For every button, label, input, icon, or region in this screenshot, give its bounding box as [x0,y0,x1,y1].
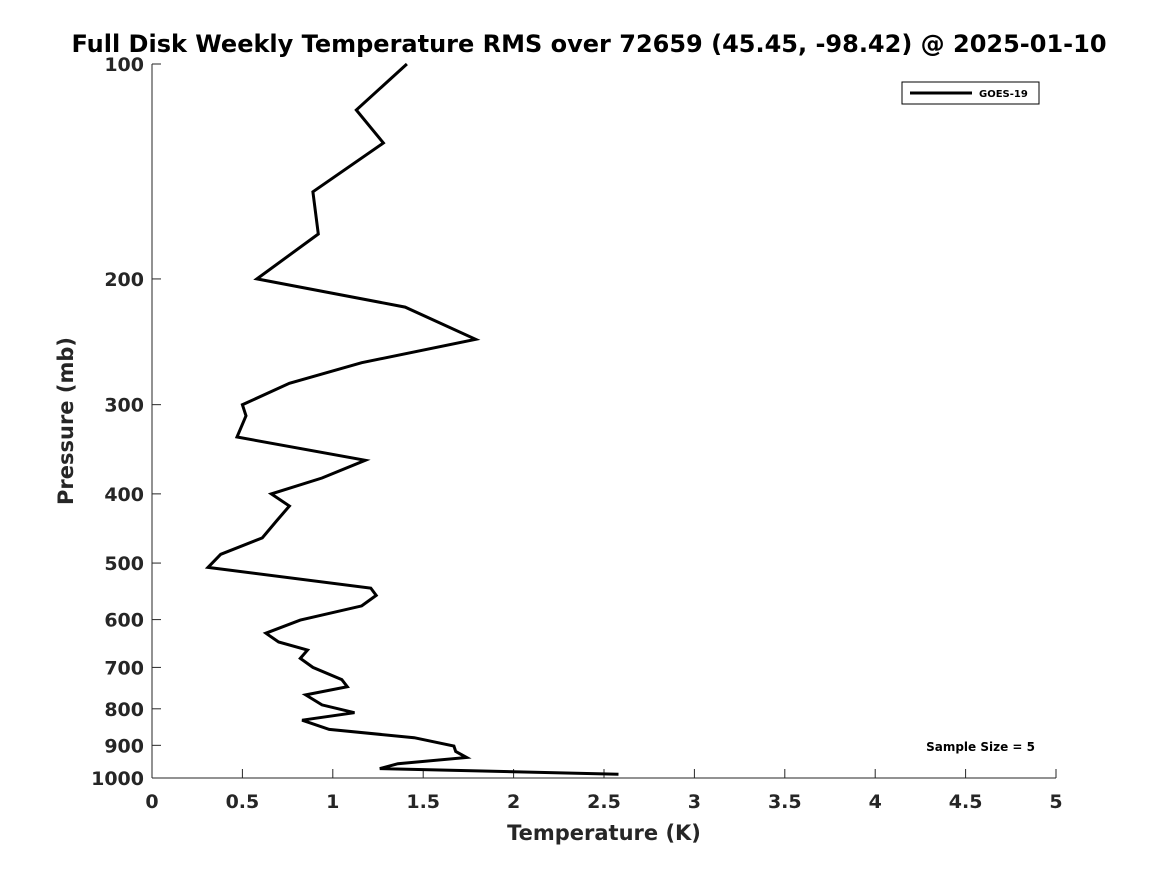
y-tick-label: 1000 [91,768,144,790]
x-tick-label: 1 [326,791,339,813]
plot-area [204,62,619,776]
x-tick-label: 4.5 [949,791,983,813]
x-tick-label: 0.5 [226,791,260,813]
y-tick-label: 400 [104,484,144,506]
x-tick-label: 5 [1049,791,1062,813]
x-axis-label: Temperature (K) [507,821,701,845]
legend-label-goes-19: GOES-19 [979,89,1028,100]
y-tick-label: 800 [104,699,144,721]
x-tick-label: 3.5 [768,791,802,813]
y-tick-label: 600 [104,610,144,632]
axes: 0 0.5 1 1.5 2 2.5 3 3.5 4 4.5 5 100 200 300 400 500 600 7… [91,54,1063,813]
x-tick-label: 1.5 [406,791,440,813]
x-tick-label: 0 [145,791,158,813]
y-tick-label: 700 [104,657,144,679]
sample-size-annotation: Sample Size = 5 [926,740,1035,754]
x-tick-label: 2.5 [587,791,621,813]
x-tick-label: 3 [688,791,701,813]
legend: GOES-19 [901,81,1040,105]
y-tick-label: 100 [104,54,144,76]
series-line-goes-19 [204,62,619,776]
y-tick-label: 500 [104,553,144,575]
x-tick-label: 4 [869,791,882,813]
y-tick-label: 200 [104,269,144,291]
y-axis-label: Pressure (mb) [54,337,78,505]
y-tick-label: 300 [104,395,144,417]
y-tick-label: 900 [104,735,144,757]
chart-title: Full Disk Weekly Temperature RMS over 72… [71,30,1106,58]
x-tick-label: 2 [507,791,520,813]
